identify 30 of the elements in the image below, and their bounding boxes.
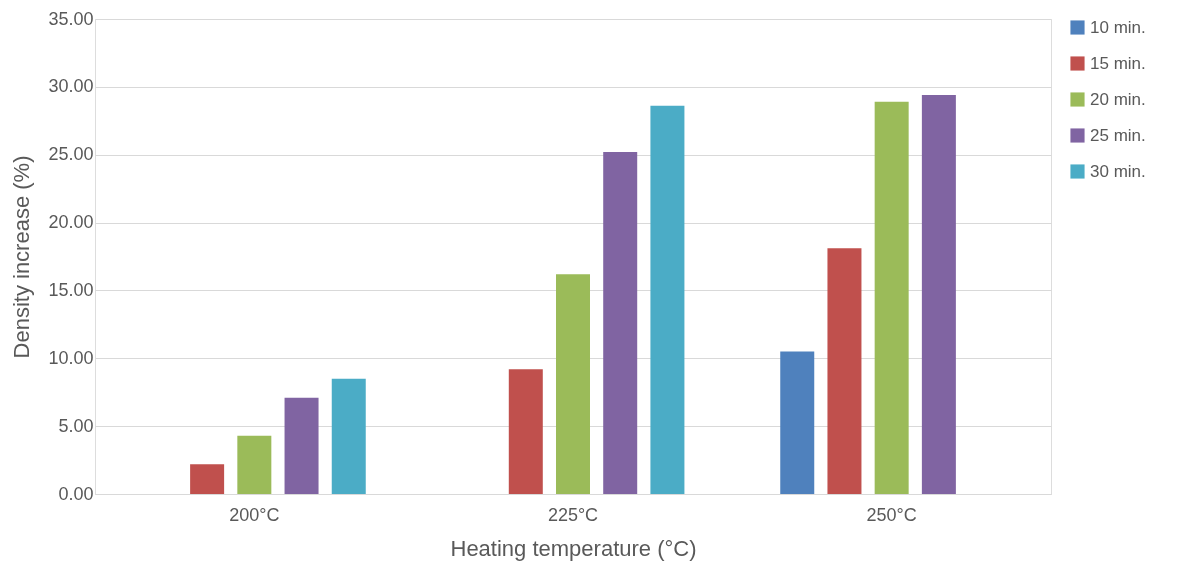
y-tick-label: 5.00 <box>58 415 94 436</box>
x-tick-label: 250°C <box>866 504 917 525</box>
bar <box>331 378 366 494</box>
y-tick-label: 35.00 <box>48 8 94 29</box>
bar <box>284 397 319 494</box>
bar <box>190 464 225 494</box>
bar <box>921 95 956 494</box>
bar <box>780 351 815 494</box>
y-tick-label: 25.00 <box>48 144 94 165</box>
legend-label: 25 min. <box>1090 125 1146 145</box>
y-axis-title: Density increase (%) <box>9 155 35 359</box>
legend-label: 10 min. <box>1090 17 1146 37</box>
x-tick-label: 225°C <box>547 504 599 525</box>
bar <box>603 152 638 494</box>
bar <box>556 274 590 494</box>
bar <box>827 248 862 494</box>
y-tick-label: 20.00 <box>48 212 94 233</box>
legend-label: 15 min. <box>1090 53 1146 73</box>
y-tick-label: 30.00 <box>48 76 94 97</box>
y-tick-label: 10.00 <box>48 347 94 368</box>
bar <box>650 105 685 494</box>
y-tick-label: 0.00 <box>58 483 94 504</box>
legend-label: 20 min. <box>1090 89 1146 109</box>
bar <box>874 101 909 494</box>
bar <box>237 435 272 494</box>
x-tick-label: 200°C <box>229 504 280 525</box>
legend-label: 30 min. <box>1090 161 1146 181</box>
y-tick-label: 15.00 <box>48 279 94 300</box>
bar <box>508 369 543 494</box>
x-axis-title: Heating temperature (°C) <box>450 535 697 561</box>
